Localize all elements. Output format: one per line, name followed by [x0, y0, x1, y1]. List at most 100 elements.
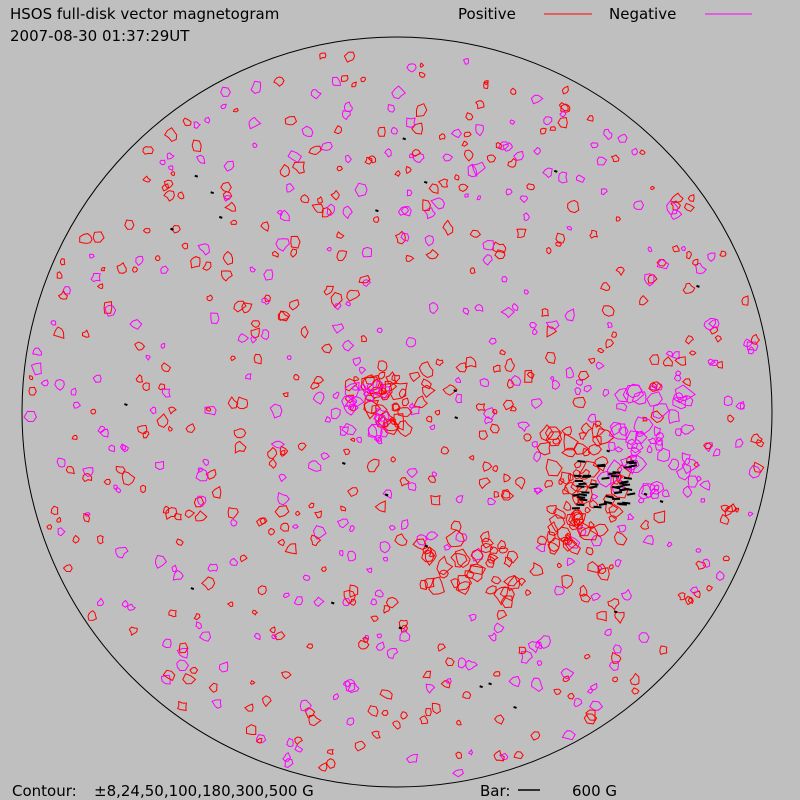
contour: [617, 133, 628, 143]
contour: [332, 693, 340, 701]
field-bar: [384, 493, 389, 497]
contour: [596, 156, 608, 166]
contour: [626, 438, 639, 450]
contour: [430, 494, 441, 506]
contour: [336, 518, 350, 529]
contour: [320, 452, 330, 461]
contour: [464, 193, 469, 198]
contour: [54, 378, 65, 391]
contour: [583, 713, 598, 725]
contour: [300, 194, 310, 204]
contour: [299, 699, 312, 712]
contour: [492, 465, 499, 473]
contour: [450, 128, 462, 139]
contour: [755, 439, 765, 448]
contour: [462, 307, 470, 316]
contour: [686, 250, 692, 260]
contour: [408, 153, 414, 159]
solar-disk: [21, 36, 773, 788]
field-bar: [553, 169, 558, 173]
contour: [96, 283, 104, 290]
contour: [692, 258, 699, 266]
contour: [646, 391, 663, 407]
contour: [250, 327, 260, 339]
contour: [434, 409, 441, 416]
contour: [562, 485, 570, 495]
contour: [233, 428, 247, 439]
contour: [454, 548, 471, 569]
field-bar: [513, 705, 517, 709]
contour: [704, 442, 714, 453]
contour: [411, 122, 424, 135]
field-bar: [573, 474, 582, 478]
contour: [278, 310, 291, 321]
field-bar: [613, 491, 623, 495]
contour: [273, 76, 285, 87]
field-bar: [375, 209, 379, 213]
contour: [662, 356, 674, 367]
field-bar: [643, 492, 648, 496]
contour: [456, 574, 473, 591]
contour: [590, 592, 602, 602]
contour: [166, 152, 175, 160]
contour: [564, 481, 579, 496]
contour: [646, 444, 653, 454]
contour: [136, 424, 148, 435]
legend-positive: Positive: [458, 5, 516, 23]
contour: [600, 281, 611, 292]
contour: [589, 682, 598, 691]
contour: [57, 527, 66, 537]
field-bar: [402, 137, 407, 141]
contour: [241, 302, 253, 314]
field-bar: [330, 601, 335, 605]
contour: [445, 678, 452, 684]
contour: [273, 631, 286, 641]
contour: [619, 455, 638, 471]
contour: [256, 734, 267, 744]
contour: [422, 199, 431, 212]
contour: [579, 584, 588, 597]
contour: [378, 371, 386, 380]
contour: [145, 354, 151, 361]
contour: [529, 561, 544, 576]
contour: [295, 510, 301, 516]
contour: [495, 142, 503, 149]
contour: [279, 449, 286, 457]
contour: [561, 447, 577, 458]
contour: [267, 446, 278, 460]
contour: [330, 189, 340, 201]
contour: [610, 154, 620, 163]
contour: [548, 541, 560, 555]
contour: [470, 549, 484, 565]
contour: [607, 598, 620, 611]
contour: [509, 405, 517, 412]
contour: [290, 248, 298, 258]
contour: [361, 246, 373, 258]
contour: [438, 133, 446, 141]
contour: [251, 609, 259, 616]
contour: [649, 354, 660, 365]
contour: [456, 719, 462, 726]
contour: [134, 341, 146, 351]
field-bar: [218, 215, 223, 219]
contour: [584, 506, 592, 514]
contour: [57, 289, 68, 300]
contour: [493, 749, 505, 762]
contour: [479, 378, 490, 388]
contour: [469, 229, 482, 238]
contour: [343, 51, 356, 63]
contour: [282, 592, 290, 599]
contour: [100, 267, 106, 272]
contour: [440, 680, 451, 689]
contour: [633, 200, 645, 210]
contour: [142, 146, 154, 155]
contour: [566, 557, 576, 567]
contour: [455, 362, 468, 373]
contour: [317, 762, 328, 772]
contour: [270, 440, 285, 449]
contour: [115, 487, 122, 494]
contour: [530, 731, 541, 741]
contour: [487, 632, 497, 642]
contour: [202, 458, 210, 467]
contour: [374, 500, 386, 513]
